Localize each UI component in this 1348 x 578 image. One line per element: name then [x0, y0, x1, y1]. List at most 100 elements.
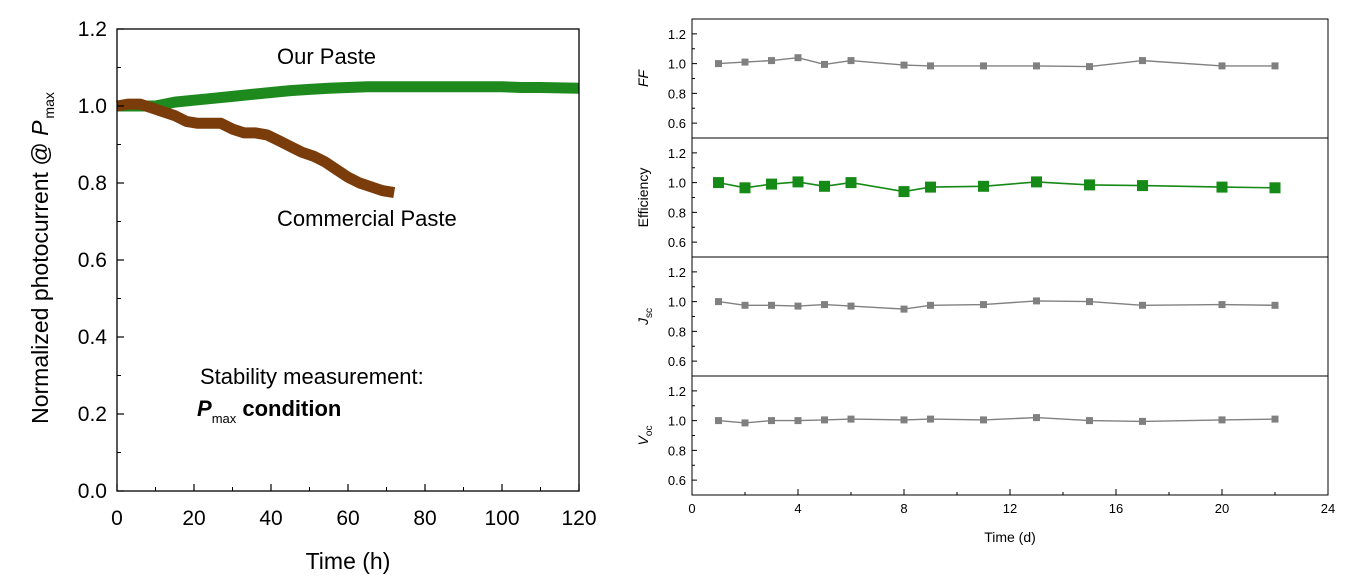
right-x-tick-label: 8 [900, 501, 907, 516]
stability-rest: condition [236, 396, 341, 421]
panel-data-point [980, 416, 987, 424]
panel-data-point [741, 419, 749, 427]
left-x-tick-label: 0 [111, 507, 123, 530]
panel-data-point [1031, 176, 1042, 188]
left-y-axis-label: Normalized photocurrent @ Pmax [27, 92, 57, 424]
panel-y-axis-label-main: Efficiency [635, 168, 651, 228]
panel-data-point [768, 301, 775, 309]
panel-data-point [715, 417, 722, 425]
panel-y-axis-label-sub: oc [644, 426, 655, 437]
panel-data-point [1033, 62, 1040, 70]
panel-frame [691, 375, 1329, 496]
left-ticks-group: 0 20 40 60 80 100 120 0.0 0.2 0.4 0.6 0.8 1.0 1.2 [78, 18, 597, 530]
panel-data-point [847, 57, 855, 65]
panel-data-point [898, 186, 910, 198]
left-y-tick-label: 0.4 [78, 326, 108, 349]
panel-y-tick-label: 0.6 [668, 354, 686, 369]
panel-data-point [1033, 297, 1040, 305]
panel-data-point [847, 415, 855, 423]
panel-data-point [900, 61, 908, 69]
panel-y-tick-label: 1.0 [668, 414, 686, 429]
right-x-tick-label: 4 [794, 501, 801, 516]
panel-data-point [1218, 62, 1226, 70]
panel-data-point [1139, 417, 1146, 425]
panel-series-line [718, 300, 1276, 310]
panel-y-tick-label: 1.2 [668, 146, 686, 161]
panel-data-point [927, 62, 934, 70]
left-x-axis-label: Time (h) [306, 548, 391, 574]
panel-data-point [925, 181, 936, 193]
panel-y-axis-label: FF [635, 69, 651, 88]
panel-y-tick-label: 1.0 [668, 176, 686, 191]
panel-data-point [1137, 180, 1148, 192]
panel-data-point [980, 62, 987, 70]
stability-label-line1: Stability measurement: [200, 364, 424, 389]
panel-1: 0.6 0.8 1.0 1.2 Efficiency [635, 137, 1329, 258]
panel-frame [691, 256, 1329, 377]
panel-data-point [1033, 414, 1040, 422]
right-x-tick-label: 24 [1321, 501, 1335, 516]
panel-series-line [718, 416, 1276, 424]
left-x-tick-label: 120 [561, 507, 596, 530]
left-x-tick-label: 20 [182, 507, 205, 530]
left-series-group [116, 81, 580, 199]
panel-data-point [1218, 416, 1226, 424]
panel-data-point [1271, 62, 1279, 70]
panel-data-point [1139, 57, 1146, 65]
panel-y-tick-label: 0.8 [668, 205, 686, 220]
right-x-axis-label: Time (d) [984, 529, 1036, 545]
panel-y-tick-label: 0.6 [668, 473, 686, 488]
panel-data-point [715, 60, 722, 68]
left-y-axis-label-main: Normalized photocurrent @ [27, 136, 53, 424]
panel-y-axis-label: Jsc [635, 308, 655, 326]
stability-var: P [197, 396, 212, 421]
panel-frame [691, 18, 1329, 139]
right-x-tick-label: 20 [1215, 501, 1229, 516]
right-x-tick-label: 0 [688, 501, 695, 516]
panel-data-point [1218, 301, 1226, 309]
left-y-axis-label-var: P [27, 120, 53, 136]
panel-data-point [766, 178, 777, 190]
right-content-group: 0.60.81.01.2FF0.60.81.01.2Efficiency0.60… [635, 18, 1335, 516]
left-y-tick-label: 0.6 [78, 249, 107, 272]
panel-data-point [1086, 63, 1093, 71]
panel-y-axis-label: Efficiency [635, 168, 651, 228]
panel-y-tick-label: 0.8 [668, 443, 686, 458]
panel-y-tick-label: 0.6 [668, 116, 686, 131]
stability-label-line2: Pmax condition [197, 396, 341, 426]
panel-data-point [900, 305, 908, 313]
panel-data-point [978, 180, 989, 192]
our-paste-label: Our Paste [277, 44, 376, 69]
left-y-tick-label: 1.2 [78, 18, 107, 41]
left-y-tick-label: 0.2 [78, 403, 107, 426]
panel-data-point [1086, 298, 1093, 306]
left-chart: 0 20 40 60 80 100 120 0.0 0.2 0.4 0.6 0.8 1.0 1.2 Tim… [27, 18, 597, 574]
panel-data-point [739, 182, 751, 194]
panel-data-point [900, 416, 908, 424]
panel-data-point [794, 417, 802, 425]
left-x-tick-label: 100 [484, 507, 519, 530]
panel-data-point [821, 301, 828, 309]
panel-data-point [927, 415, 934, 423]
panel-data-point [845, 177, 857, 189]
panel-y-tick-label: 0.6 [668, 235, 686, 250]
commercial-paste-label: Commercial Paste [277, 206, 457, 231]
panel-3: 0.6 0.8 1.0 1.2 Voc [635, 375, 1329, 496]
panel-y-axis-label-main: FF [635, 69, 651, 88]
panel-y-tick-label: 1.2 [668, 27, 686, 42]
panel-y-tick-label: 1.2 [668, 384, 686, 399]
right-chart: 0.60.81.01.2FF0.60.81.01.2Efficiency0.60… [635, 18, 1335, 545]
panel-data-point [1271, 301, 1279, 309]
panel-data-point [1139, 301, 1146, 309]
panel-data-point [847, 302, 855, 310]
panel-data-point [927, 301, 934, 309]
right-x-tick-label: 12 [1003, 501, 1017, 516]
panel-y-axis-label-main: V [635, 434, 651, 445]
panel-data-point [821, 60, 828, 68]
panel-y-tick-label: 1.0 [668, 295, 686, 310]
panel-data-point [1271, 415, 1279, 423]
panel-data-point [768, 417, 775, 425]
left-series-line-0 [117, 81, 580, 112]
panel-data-point [768, 57, 775, 65]
